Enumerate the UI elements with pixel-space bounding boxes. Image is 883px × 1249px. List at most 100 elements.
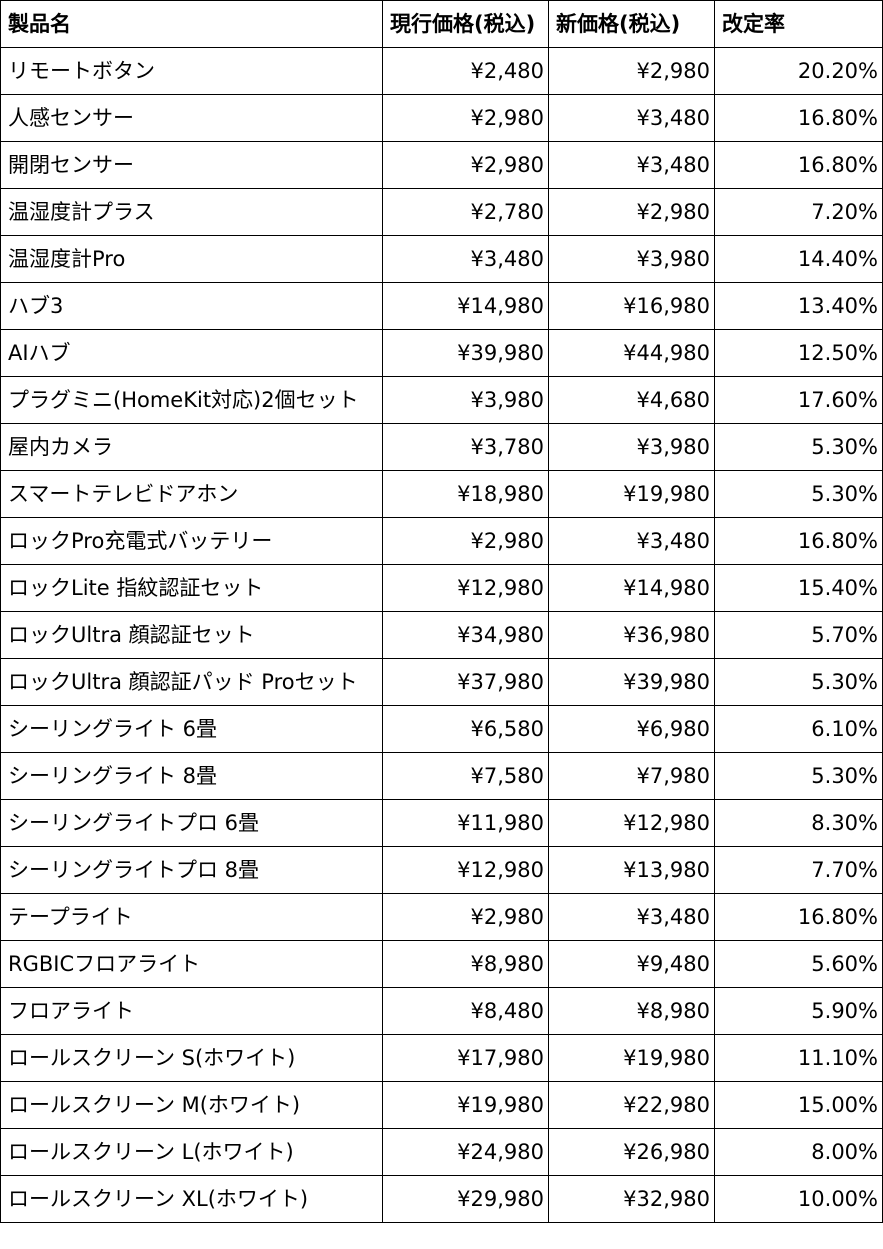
new-price-cell: ¥44,980 [548,329,715,377]
current-price-cell: ¥18,980 [382,470,549,518]
product-name-cell: ハブ3 [0,282,383,330]
revision-rate-cell: 5.30% [714,658,883,706]
new-price-cell: ¥3,980 [548,235,715,283]
price-revision-table: 製品名 現行価格(税込) 新価格(税込) 改定率 リモートボタン ¥2,480 ¥2… [0,0,883,1223]
current-price-cell: ¥14,980 [382,282,549,330]
current-price-cell: ¥11,980 [382,799,549,847]
current-price-cell: ¥17,980 [382,1034,549,1082]
product-name-cell: リモートボタン [0,47,383,95]
new-price-cell: ¥12,980 [548,799,715,847]
product-name-cell: ロックUltra 顔認証パッド Proセット [0,658,383,706]
table-row: ロールスクリーン M(ホワイト) ¥19,980 ¥22,980 15.00% [0,1081,883,1129]
revision-rate-cell: 16.80% [714,94,883,142]
table-row: ロックUltra 顔認証セット ¥34,980 ¥36,980 5.70% [0,611,883,659]
revision-rate-cell: 5.30% [714,423,883,471]
new-price-cell: ¥2,980 [548,188,715,236]
revision-rate-cell: 7.20% [714,188,883,236]
product-name-cell: AIハブ [0,329,383,377]
current-price-cell: ¥2,980 [382,517,549,565]
header-new-price: 新価格(税込) [548,0,715,48]
product-name-cell: ロールスクリーン S(ホワイト) [0,1034,383,1082]
current-price-cell: ¥8,480 [382,987,549,1035]
new-price-cell: ¥3,480 [548,141,715,189]
new-price-cell: ¥19,980 [548,470,715,518]
revision-rate-cell: 16.80% [714,141,883,189]
new-price-cell: ¥19,980 [548,1034,715,1082]
current-price-cell: ¥7,580 [382,752,549,800]
current-price-cell: ¥3,480 [382,235,549,283]
header-current-price: 現行価格(税込) [382,0,549,48]
revision-rate-cell: 7.70% [714,846,883,894]
product-name-cell: 温湿度計プラス [0,188,383,236]
product-name-cell: テープライト [0,893,383,941]
revision-rate-cell: 16.80% [714,893,883,941]
new-price-cell: ¥2,980 [548,47,715,95]
new-price-cell: ¥3,480 [548,517,715,565]
current-price-cell: ¥29,980 [382,1175,549,1223]
product-name-cell: 人感センサー [0,94,383,142]
product-name-cell: ロックLite 指紋認証セット [0,564,383,612]
current-price-cell: ¥6,580 [382,705,549,753]
product-name-cell: シーリングライト 8畳 [0,752,383,800]
new-price-cell: ¥14,980 [548,564,715,612]
revision-rate-cell: 5.60% [714,940,883,988]
current-price-cell: ¥2,980 [382,94,549,142]
current-price-cell: ¥12,980 [382,846,549,894]
revision-rate-cell: 14.40% [714,235,883,283]
table-row: 人感センサー ¥2,980 ¥3,480 16.80% [0,94,883,142]
current-price-cell: ¥2,480 [382,47,549,95]
product-name-cell: ロールスクリーン L(ホワイト) [0,1128,383,1176]
current-price-cell: ¥19,980 [382,1081,549,1129]
new-price-cell: ¥3,480 [548,893,715,941]
revision-rate-cell: 8.00% [714,1128,883,1176]
header-product-name: 製品名 [0,0,383,48]
product-name-cell: スマートテレビドアホン [0,470,383,518]
new-price-cell: ¥3,480 [548,94,715,142]
new-price-cell: ¥36,980 [548,611,715,659]
revision-rate-cell: 8.30% [714,799,883,847]
new-price-cell: ¥26,980 [548,1128,715,1176]
table-row: シーリングライトプロ 8畳 ¥12,980 ¥13,980 7.70% [0,846,883,894]
product-name-cell: シーリングライト 6畳 [0,705,383,753]
table-row: シーリングライトプロ 6畳 ¥11,980 ¥12,980 8.30% [0,799,883,847]
current-price-cell: ¥2,980 [382,893,549,941]
new-price-cell: ¥3,980 [548,423,715,471]
header-row: 製品名 現行価格(税込) 新価格(税込) 改定率 [0,0,883,48]
table-row: リモートボタン ¥2,480 ¥2,980 20.20% [0,47,883,95]
new-price-cell: ¥22,980 [548,1081,715,1129]
table-row: 温湿度計プラス ¥2,780 ¥2,980 7.20% [0,188,883,236]
new-price-cell: ¥6,980 [548,705,715,753]
current-price-cell: ¥24,980 [382,1128,549,1176]
revision-rate-cell: 5.90% [714,987,883,1035]
current-price-cell: ¥37,980 [382,658,549,706]
product-name-cell: プラグミニ(HomeKit対応)2個セット [0,376,383,424]
new-price-cell: ¥13,980 [548,846,715,894]
revision-rate-cell: 16.80% [714,517,883,565]
product-name-cell: ロックPro充電式バッテリー [0,517,383,565]
new-price-cell: ¥32,980 [548,1175,715,1223]
revision-rate-cell: 17.60% [714,376,883,424]
table-body: リモートボタン ¥2,480 ¥2,980 20.20% 人感センサー ¥2,980 ¥3,… [0,47,883,1223]
product-name-cell: 屋内カメラ [0,423,383,471]
table-row: シーリングライト 8畳 ¥7,580 ¥7,980 5.30% [0,752,883,800]
table-row: 温湿度計Pro ¥3,480 ¥3,980 14.40% [0,235,883,283]
revision-rate-cell: 5.30% [714,470,883,518]
revision-rate-cell: 12.50% [714,329,883,377]
revision-rate-cell: 10.00% [714,1175,883,1223]
revision-rate-cell: 13.40% [714,282,883,330]
table-row: 屋内カメラ ¥3,780 ¥3,980 5.30% [0,423,883,471]
revision-rate-cell: 20.20% [714,47,883,95]
table-row: ハブ3 ¥14,980 ¥16,980 13.40% [0,282,883,330]
product-name-cell: 開閉センサー [0,141,383,189]
current-price-cell: ¥3,780 [382,423,549,471]
current-price-cell: ¥34,980 [382,611,549,659]
current-price-cell: ¥12,980 [382,564,549,612]
header-revision-rate: 改定率 [714,0,883,48]
revision-rate-cell: 6.10% [714,705,883,753]
current-price-cell: ¥3,980 [382,376,549,424]
new-price-cell: ¥7,980 [548,752,715,800]
new-price-cell: ¥4,680 [548,376,715,424]
current-price-cell: ¥39,980 [382,329,549,377]
table-row: シーリングライト 6畳 ¥6,580 ¥6,980 6.10% [0,705,883,753]
table-row: ロックUltra 顔認証パッド Proセット ¥37,980 ¥39,980 5.30… [0,658,883,706]
